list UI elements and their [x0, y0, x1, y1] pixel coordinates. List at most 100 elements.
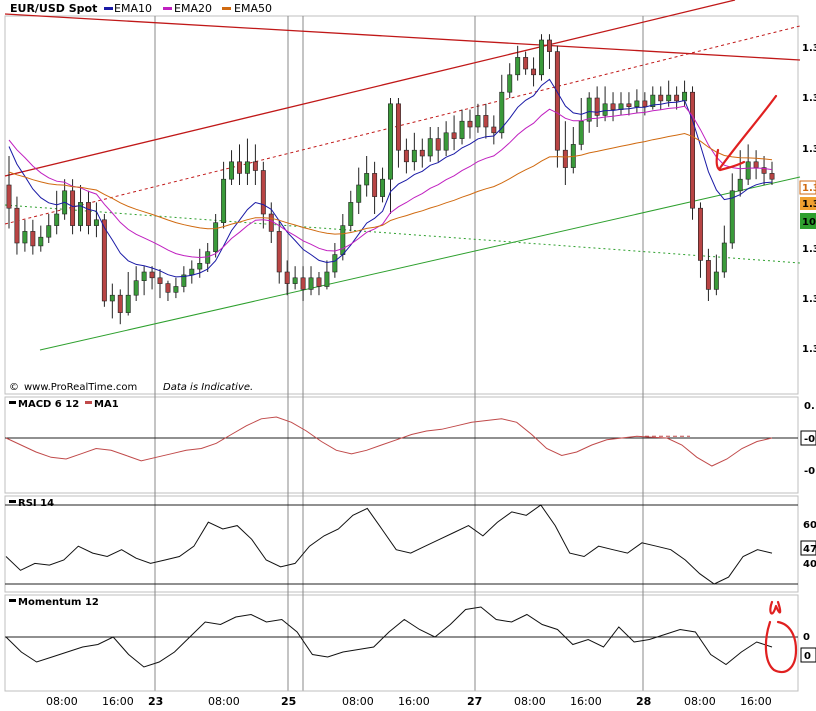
- price-axis-label: 1.3: [802, 244, 816, 255]
- candle: [276, 219, 282, 284]
- candle: [459, 109, 465, 145]
- candles: [6, 34, 775, 325]
- candle: [411, 132, 417, 171]
- x-tick-label: 08:00: [208, 695, 240, 708]
- rsi-line: [5, 504, 773, 585]
- annotation-circle-icon: [764, 600, 798, 674]
- trend-lines: [4, 0, 801, 351]
- candle: [46, 214, 52, 243]
- macd-tick: 0.: [804, 401, 815, 412]
- candle: [14, 196, 20, 255]
- candle: [125, 272, 131, 316]
- candle: [483, 103, 489, 139]
- rsi-lines: [5, 504, 773, 585]
- candle: [721, 225, 727, 278]
- candle: [308, 266, 314, 296]
- candle: [626, 92, 632, 116]
- candle: [22, 219, 28, 252]
- candle: [467, 109, 473, 139]
- candle: [109, 283, 115, 319]
- candle: [86, 190, 91, 235]
- candle: [93, 202, 99, 238]
- candle: [403, 138, 409, 174]
- x-tick-label: 08:00: [46, 695, 78, 708]
- candle: [300, 266, 306, 301]
- candle: [252, 144, 258, 185]
- watermark-copyright: ©: [9, 382, 19, 393]
- candle: [427, 127, 433, 162]
- candle: [388, 98, 393, 214]
- candle: [761, 156, 767, 185]
- indicator-axis: 0. -0 -0. 60 47 40 0 0: [800, 401, 816, 663]
- candle: [690, 86, 695, 220]
- candle: [221, 161, 227, 229]
- price-axis-label: 1.3: [802, 93, 816, 104]
- price-axis-label: 1.3: [802, 294, 816, 305]
- x-tick-label: 16:00: [740, 695, 772, 708]
- price-axis-label: 1.3: [802, 43, 816, 54]
- candle: [705, 248, 711, 301]
- channel-upper-line: [4, 0, 736, 177]
- candle: [698, 202, 703, 278]
- candle: [650, 86, 656, 110]
- candle: [181, 266, 187, 293]
- candle: [586, 92, 592, 133]
- watermark: © www.ProRealTime.com Data is Indicative…: [9, 382, 253, 393]
- x-axis: 08:00 16:00 23 08:00 25 08:00 16:00 27 0…: [5, 690, 798, 708]
- legend: EUR/USD Spot EMA10 EMA20 EMA50: [10, 2, 272, 15]
- legend-ema20: EMA20: [174, 2, 212, 15]
- candle: [674, 86, 680, 110]
- macd-lines: [5, 416, 773, 467]
- price-axis-label: 1.3: [802, 144, 816, 155]
- candle: [30, 219, 36, 255]
- candle: [507, 63, 513, 98]
- x-tick-label: 08:00: [342, 695, 374, 708]
- macd-line: [5, 416, 773, 467]
- legend-ema50-swatch: [222, 7, 231, 10]
- candle: [141, 266, 147, 296]
- candle: [229, 150, 235, 185]
- candle: [658, 86, 664, 110]
- ema10-line: [8, 78, 773, 278]
- price-badge-orange: 1.3: [802, 183, 816, 194]
- candle: [173, 277, 179, 299]
- x-tick-label: 27: [467, 695, 482, 708]
- support-green-line: [39, 176, 801, 351]
- candle: [475, 103, 481, 133]
- candle: [634, 89, 640, 113]
- price-badge-darkorange: 1.3: [802, 199, 816, 210]
- candle: [539, 34, 544, 81]
- watermark-site: www.ProRealTime.com: [24, 382, 137, 393]
- candle: [284, 260, 290, 296]
- momentum-label: Momentum 12: [18, 597, 99, 608]
- candle: [54, 190, 60, 235]
- resistance-line: [4, 13, 801, 61]
- session-separators: [154, 16, 644, 691]
- candle: [237, 144, 242, 185]
- x-tick-label: 25: [281, 695, 296, 708]
- macd-label: MACD 6 12: [18, 399, 79, 410]
- ema50-line: [8, 132, 773, 235]
- candle: [149, 266, 155, 290]
- x-tick-label: 08:00: [684, 695, 716, 708]
- candle: [546, 34, 552, 69]
- candle: [515, 45, 521, 81]
- momentum-lines: [5, 606, 773, 668]
- macd-ma-label: MA1: [94, 399, 119, 410]
- momentum-line: [5, 606, 773, 668]
- x-tick-label: 23: [148, 695, 163, 708]
- ema20-line: [8, 105, 773, 259]
- candle: [133, 266, 139, 301]
- candle: [364, 156, 370, 197]
- candle: [292, 266, 298, 290]
- x-tick-label: 08:00: [514, 695, 546, 708]
- candle: [523, 51, 529, 75]
- candle: [419, 138, 425, 168]
- x-tick-label: 28: [636, 695, 651, 708]
- rsi-tick: 40: [803, 559, 816, 570]
- macd-panel: [4, 396, 799, 494]
- candle: [594, 86, 600, 127]
- rsi-label: RSI 14: [18, 498, 54, 509]
- candle: [380, 167, 386, 203]
